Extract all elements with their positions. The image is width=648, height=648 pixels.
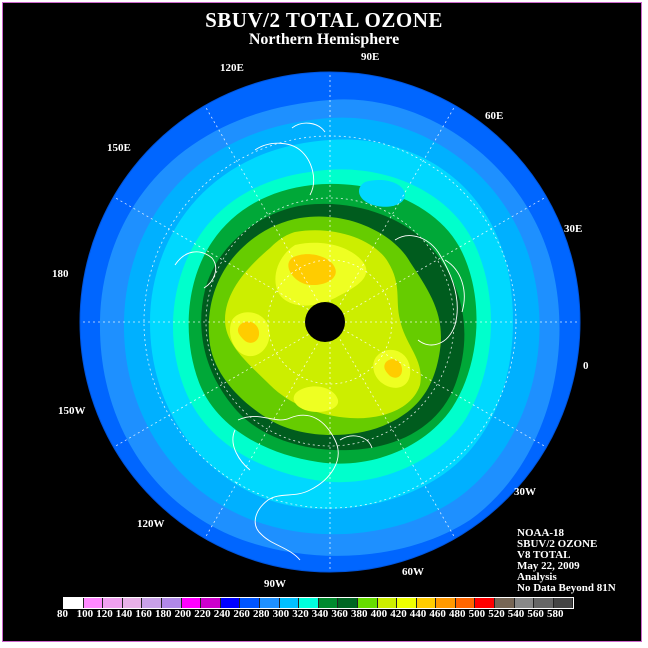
- scale-swatch: [64, 598, 84, 608]
- color-scale-bar: [63, 597, 575, 609]
- scale-swatch: [220, 598, 241, 608]
- info-type: Analysis: [517, 571, 557, 583]
- scale-swatch: [397, 598, 417, 608]
- scale-label: 80: [57, 608, 68, 620]
- scale-label: 480: [449, 608, 466, 620]
- band-440-460: [384, 359, 402, 378]
- lon-label-90w: 90W: [264, 578, 286, 590]
- scale-label: 140: [115, 608, 133, 620]
- scale-label: 320: [292, 608, 309, 620]
- scale-swatch: [299, 598, 319, 608]
- scale-swatch: [279, 598, 300, 608]
- scale-label: 420: [390, 608, 407, 620]
- scale-label: 340: [311, 608, 329, 620]
- info-date: May 22, 2009: [517, 560, 580, 572]
- scale-label: 220: [194, 608, 211, 620]
- scale-label: 540: [507, 608, 525, 620]
- scale-swatch: [103, 598, 123, 608]
- scale-swatch: [83, 598, 104, 608]
- scale-label: 240: [213, 608, 231, 620]
- map-subtitle: Northern Hemisphere: [248, 31, 400, 48]
- lon-label-30e: 30E: [564, 223, 583, 235]
- band-440-460: [288, 254, 336, 286]
- map-title: SBUV/2 TOTAL OZONE: [205, 8, 443, 32]
- scale-label: 580: [547, 608, 564, 620]
- scale-swatch: [181, 598, 202, 608]
- pole-no-data-area: [305, 302, 345, 342]
- disk-outline: [79, 71, 581, 573]
- scale-swatch: [357, 598, 378, 608]
- scale-label: 200: [174, 608, 192, 620]
- scale-label: 460: [429, 608, 446, 620]
- scale-swatch: [475, 598, 496, 608]
- lon-label-30w: 30W: [514, 486, 536, 498]
- scale-swatch: [377, 598, 398, 608]
- scale-label: 360: [331, 608, 348, 620]
- scale-swatch: [455, 598, 476, 608]
- band-420-440: [293, 386, 339, 412]
- scale-label: 500: [468, 608, 486, 620]
- scale-swatch: [161, 598, 182, 608]
- scale-label: 380: [351, 608, 368, 620]
- lon-label-120e: 120E: [220, 62, 244, 74]
- scale-swatch: [318, 598, 339, 608]
- band-300-320-low: [358, 179, 405, 207]
- scale-swatch: [416, 598, 437, 608]
- scale-label: 100: [76, 608, 94, 620]
- scale-label: 180: [155, 608, 172, 620]
- scale-label: 300: [272, 608, 290, 620]
- coastline: [174, 122, 465, 561]
- info-version: V8 TOTAL: [517, 549, 571, 561]
- scale-swatch: [122, 598, 143, 608]
- lon-label-0: 0: [583, 360, 589, 372]
- scale-label: 440: [409, 608, 427, 620]
- scale-swatch: [534, 598, 554, 608]
- info-block: NOAA-18 SBUV/2 OZONE V8 TOTAL May 22, 20…: [517, 528, 616, 594]
- lon-label-120w: 120W: [137, 518, 165, 530]
- band-440-460: [237, 321, 260, 343]
- longitude-grid: [80, 72, 580, 572]
- scale-swatch: [514, 598, 535, 608]
- info-product: SBUV/2 OZONE: [517, 538, 598, 550]
- lon-label-60e: 60E: [485, 110, 504, 122]
- info-satellite: NOAA-18: [517, 527, 565, 539]
- scale-label: 260: [233, 608, 250, 620]
- scale-label: 160: [135, 608, 152, 620]
- info-note: No Data Beyond 81N: [517, 582, 616, 594]
- scale-swatch: [495, 598, 515, 608]
- scale-swatch: [240, 598, 260, 608]
- lon-label-180: 180: [52, 268, 69, 280]
- scale-swatch: [201, 598, 221, 608]
- scale-label: 120: [96, 608, 113, 620]
- scale-label: 520: [488, 608, 505, 620]
- scale-swatch: [142, 598, 162, 608]
- lon-label-60w: 60W: [402, 566, 424, 578]
- lon-label-150w: 150W: [58, 405, 86, 417]
- scale-swatch: [338, 598, 358, 608]
- scale-swatch: [259, 598, 280, 608]
- scale-label: 400: [370, 608, 388, 620]
- lon-label-90e: 90E: [361, 51, 380, 63]
- scale-swatch: [436, 598, 456, 608]
- lon-label-150e: 150E: [107, 142, 131, 154]
- scale-label: 280: [253, 608, 270, 620]
- scale-label: 560: [527, 608, 544, 620]
- scale-swatch: [553, 598, 574, 608]
